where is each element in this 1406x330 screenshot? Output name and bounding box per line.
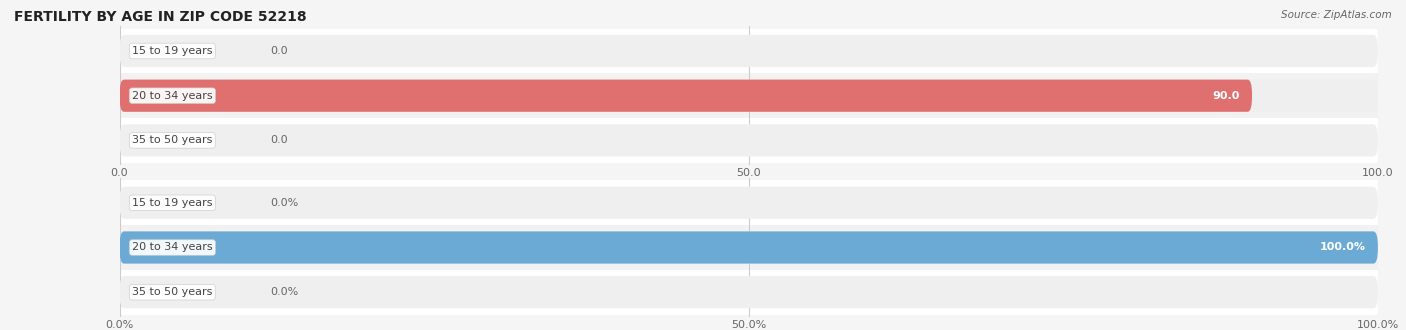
FancyBboxPatch shape [107,29,1391,73]
FancyBboxPatch shape [120,35,1378,67]
Text: 15 to 19 years: 15 to 19 years [132,198,212,208]
Text: 20 to 34 years: 20 to 34 years [132,243,212,252]
FancyBboxPatch shape [107,225,1391,270]
Text: 35 to 50 years: 35 to 50 years [132,135,212,146]
Text: 0.0: 0.0 [270,46,288,56]
FancyBboxPatch shape [120,231,1378,264]
Text: 0.0: 0.0 [270,135,288,146]
FancyBboxPatch shape [120,80,1251,112]
FancyBboxPatch shape [120,80,1378,112]
FancyBboxPatch shape [120,187,1378,219]
FancyBboxPatch shape [120,124,1378,156]
FancyBboxPatch shape [107,118,1391,163]
FancyBboxPatch shape [120,231,1378,264]
Text: 0.0%: 0.0% [270,198,298,208]
Text: 0.0%: 0.0% [270,287,298,297]
FancyBboxPatch shape [120,276,1378,308]
Text: Source: ZipAtlas.com: Source: ZipAtlas.com [1281,10,1392,20]
Text: 20 to 34 years: 20 to 34 years [132,91,212,101]
Text: 100.0%: 100.0% [1319,243,1365,252]
FancyBboxPatch shape [107,73,1391,118]
Text: 35 to 50 years: 35 to 50 years [132,287,212,297]
Text: 90.0: 90.0 [1212,91,1240,101]
Text: FERTILITY BY AGE IN ZIP CODE 52218: FERTILITY BY AGE IN ZIP CODE 52218 [14,10,307,24]
FancyBboxPatch shape [107,270,1391,314]
FancyBboxPatch shape [107,181,1391,225]
Text: 15 to 19 years: 15 to 19 years [132,46,212,56]
